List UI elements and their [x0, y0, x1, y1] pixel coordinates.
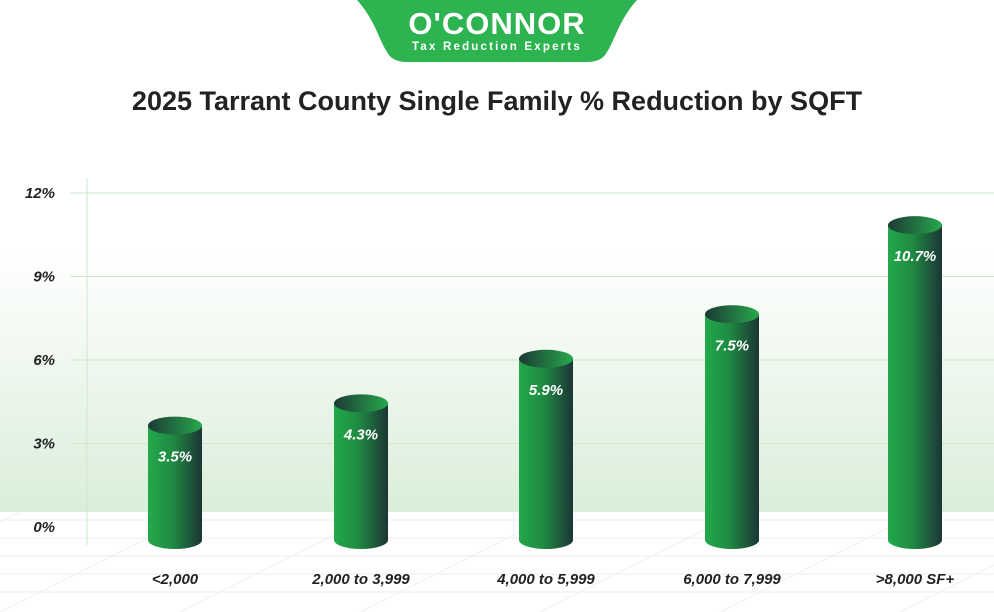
x-tick-label: 4,000 to 5,999: [496, 571, 595, 588]
bar-body: [334, 403, 388, 549]
bar: 7.5%: [705, 305, 759, 549]
data-label: 10.7%: [894, 248, 937, 265]
bar-top: [334, 394, 388, 413]
logo-badge: [357, 0, 637, 62]
bar: 10.7%: [888, 216, 942, 549]
bar-top: [888, 216, 942, 235]
bar-top: [519, 349, 573, 368]
x-tick-label: >8,000 SF+: [876, 571, 955, 588]
bar: 4.3%: [334, 394, 388, 549]
bar-top: [148, 416, 202, 435]
y-tick-label: 0%: [33, 519, 55, 536]
bar-body: [148, 425, 202, 549]
data-label: 5.9%: [529, 382, 563, 399]
y-tick-label: 12%: [25, 185, 55, 202]
oconnor-logo: O'CONNOR Tax Reduction Experts: [357, 0, 637, 62]
chart-title: 2025 Tarrant County Single Family % Redu…: [131, 86, 863, 116]
bar: 5.9%: [519, 349, 573, 549]
x-tick-label: 6,000 to 7,999: [683, 571, 781, 588]
y-tick-label: 6%: [33, 352, 55, 369]
data-label: 4.3%: [343, 426, 378, 443]
logo-tagline: Tax Reduction Experts: [412, 41, 582, 53]
bar: 3.5%: [148, 416, 202, 549]
bar-body: [888, 225, 942, 549]
logo-name: O'CONNOR: [408, 6, 586, 41]
data-label: 7.5%: [715, 337, 749, 354]
x-tick-label: 2,000 to 3,999: [311, 571, 410, 588]
bar-top: [705, 305, 759, 324]
data-label: 3.5%: [158, 449, 192, 466]
bar-body: [705, 314, 759, 549]
x-tick-label: <2,000: [152, 571, 199, 588]
y-tick-label: 9%: [33, 269, 55, 286]
bar-body: [519, 358, 573, 549]
y-tick-label: 3%: [33, 436, 55, 453]
